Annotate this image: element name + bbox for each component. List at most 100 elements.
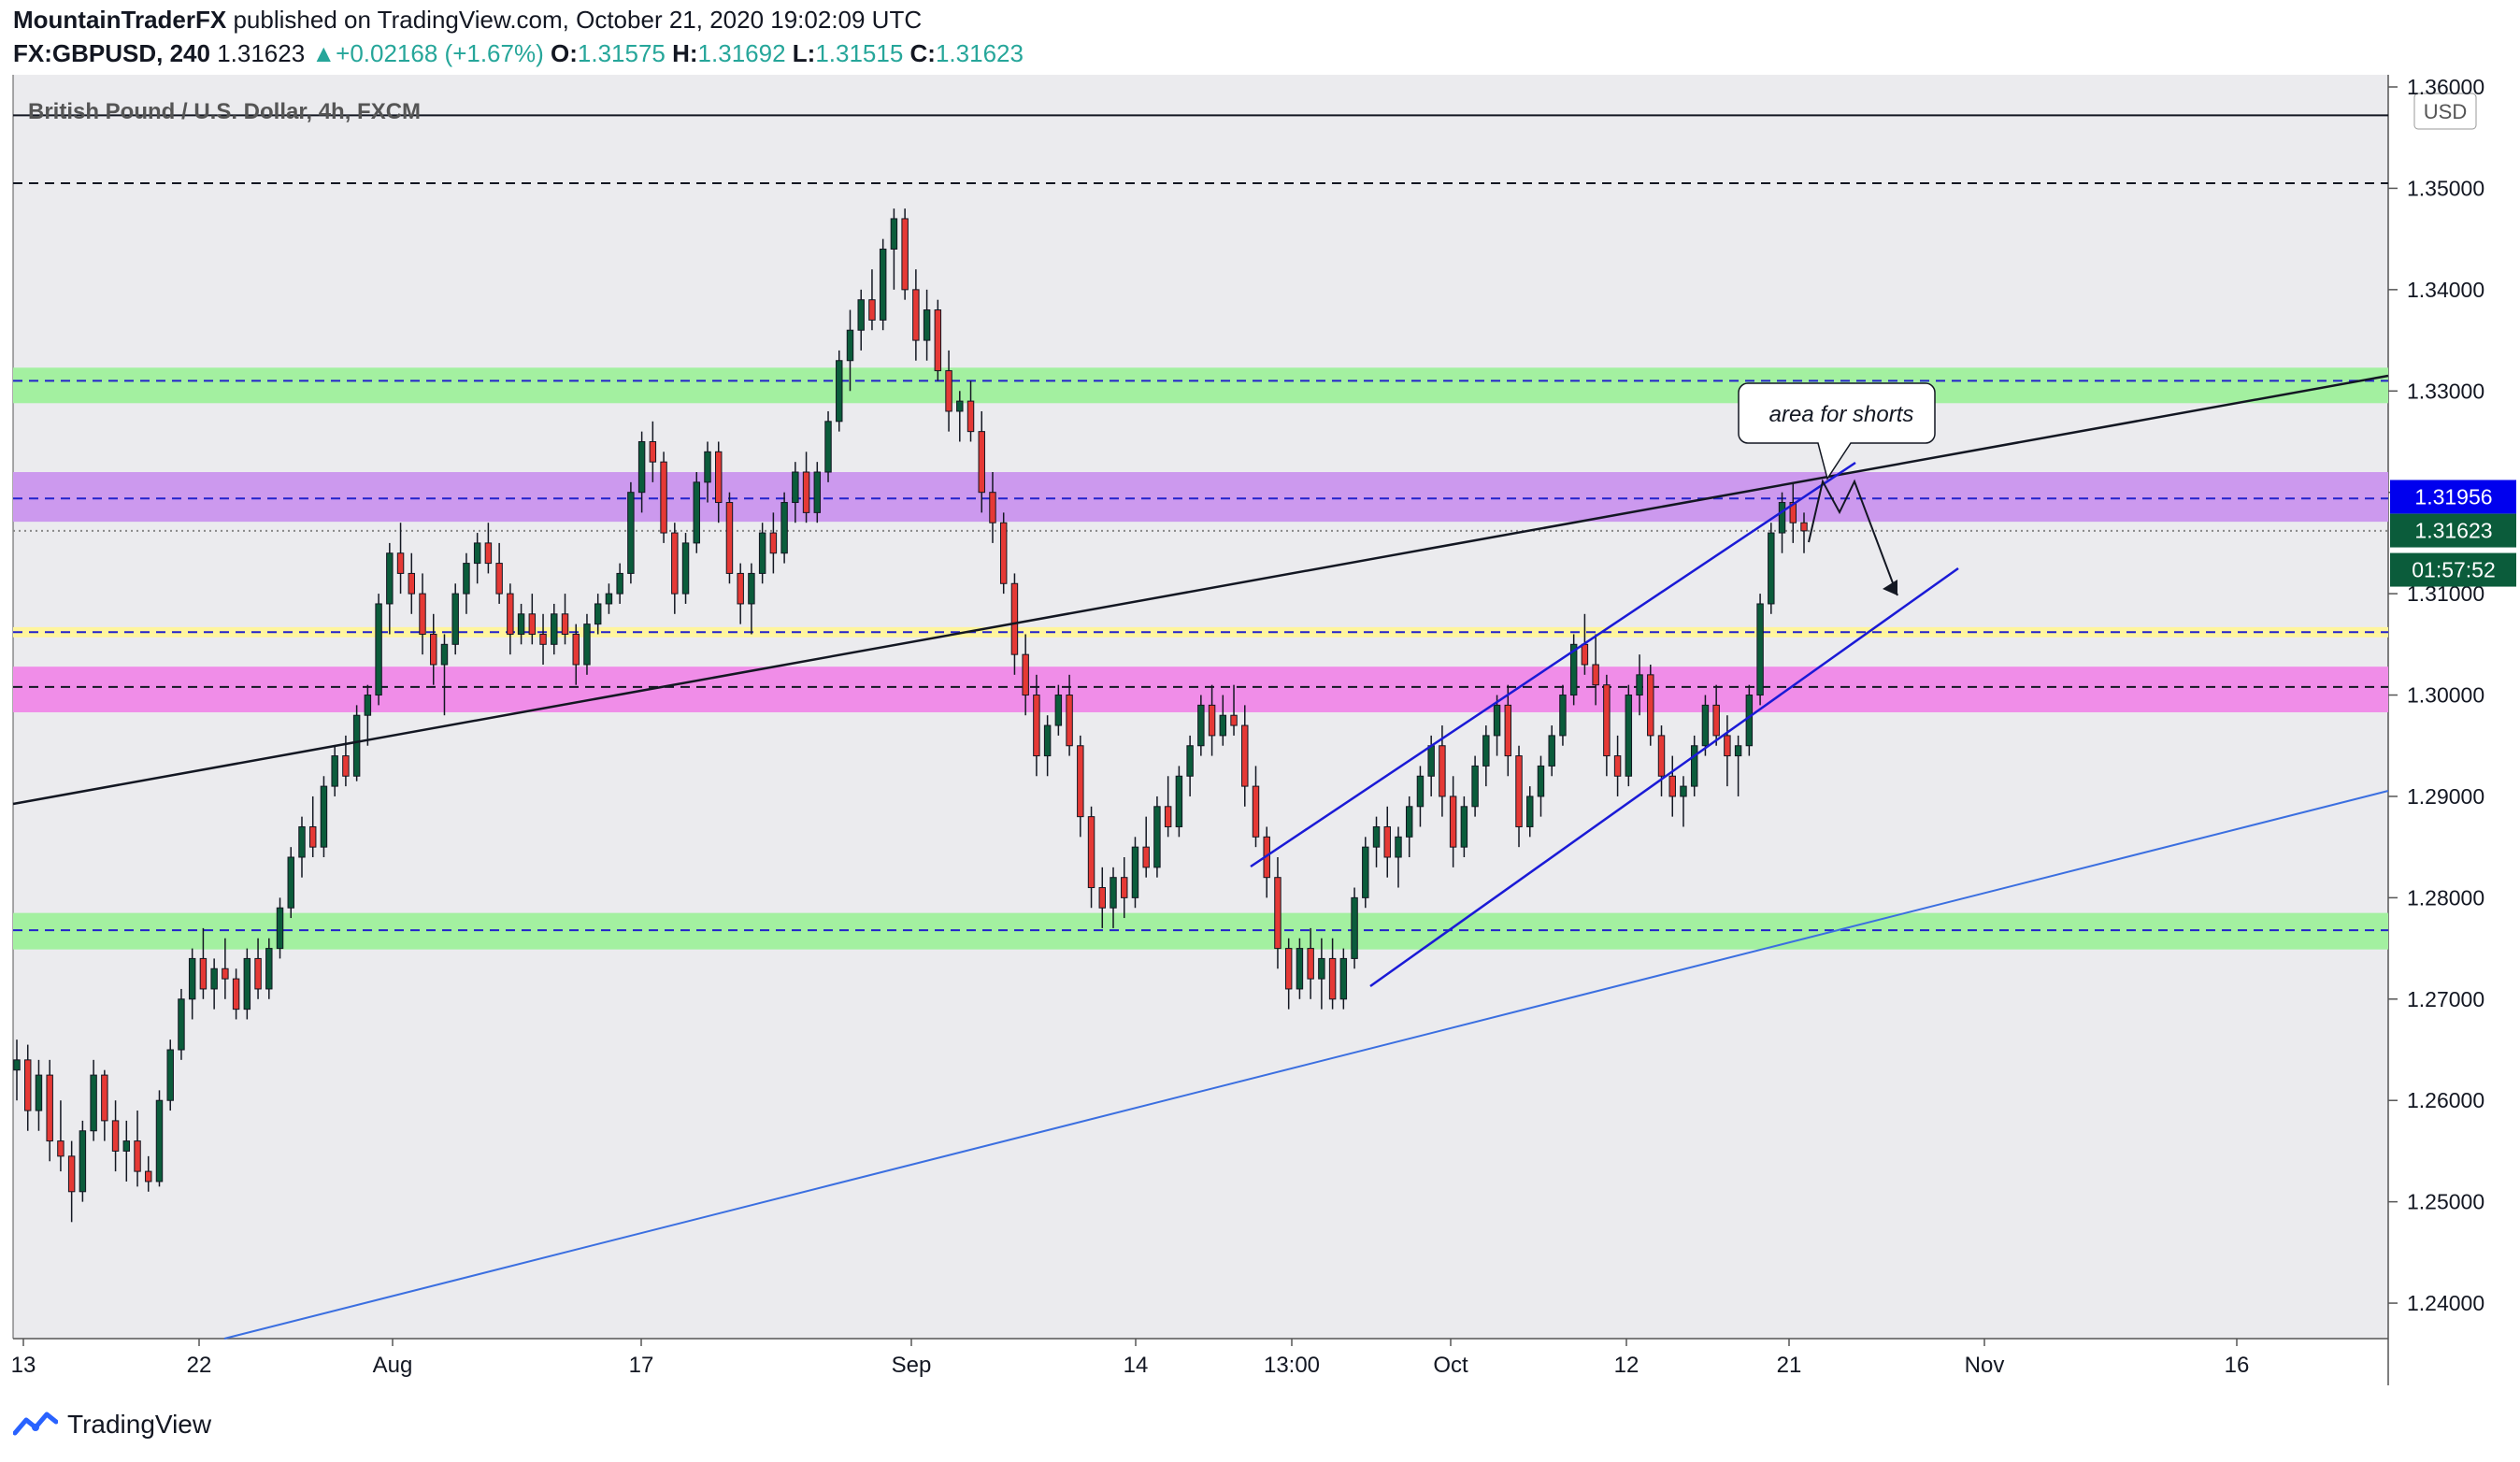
candle xyxy=(561,613,569,635)
candle xyxy=(836,360,843,423)
candle xyxy=(210,968,218,990)
candle xyxy=(660,461,667,534)
candle xyxy=(1066,695,1073,747)
x-tick-label: 16 xyxy=(2225,1353,2250,1378)
candle xyxy=(1142,846,1150,868)
candle xyxy=(1493,704,1501,737)
black-trendline xyxy=(12,374,2389,806)
last-price: 1.31623 xyxy=(217,39,306,67)
channel-lower-line xyxy=(1369,566,1959,988)
candle xyxy=(966,400,975,433)
candle xyxy=(1077,745,1084,818)
x-tick-label: 13:00 xyxy=(1264,1353,1320,1378)
price-label: 01:57:52 xyxy=(2412,558,2496,582)
candle xyxy=(342,755,350,777)
change-arrow-icon: ▲ xyxy=(311,39,336,67)
candle xyxy=(1372,825,1381,848)
candle xyxy=(1307,948,1314,980)
arrow-head-icon xyxy=(1883,580,1897,595)
candle xyxy=(879,248,887,321)
candle xyxy=(792,471,799,504)
candle xyxy=(463,563,470,595)
candle xyxy=(945,370,952,412)
candle xyxy=(430,633,437,666)
price-chart[interactable]: area for shorts British Pound / U.S. Doll… xyxy=(0,0,2520,1393)
y-tick-label: 1.26000 xyxy=(2407,1088,2484,1112)
candle xyxy=(681,542,690,595)
candle xyxy=(320,785,328,848)
change-value: +0.02168 (+1.67%) xyxy=(336,39,544,67)
candle xyxy=(1515,755,1523,827)
candle xyxy=(1033,695,1040,757)
symbol: FX:GBPUSD, 240 xyxy=(13,39,210,67)
candle xyxy=(1043,724,1052,757)
candle xyxy=(1603,684,1611,757)
x-tick-label: 14 xyxy=(1124,1353,1149,1378)
y-tick-label: 1.33000 xyxy=(2407,379,2484,403)
candle xyxy=(693,481,700,544)
tradingview-logo-icon xyxy=(13,1412,58,1436)
candle xyxy=(46,1074,53,1142)
y-tick-label: 1.30000 xyxy=(2407,683,2484,708)
y-tick-label: 1.29000 xyxy=(2407,784,2484,809)
candle xyxy=(1569,643,1578,696)
candle xyxy=(1175,775,1183,827)
price-label-box xyxy=(2390,480,2516,514)
open-value: 1.31575 xyxy=(577,39,666,67)
close-value: 1.31623 xyxy=(935,39,1024,67)
candle xyxy=(1800,522,1808,532)
candle xyxy=(769,532,778,554)
candle xyxy=(737,572,744,605)
price-label-box xyxy=(2390,513,2516,548)
chart-title: British Pound / U.S. Dollar, 4h, FXCM xyxy=(28,99,421,124)
candle xyxy=(605,593,613,605)
candle xyxy=(57,1140,64,1157)
candle xyxy=(386,552,394,605)
price-label: 1.31956 xyxy=(2414,484,2492,509)
x-tick-label: Nov xyxy=(1965,1353,2005,1378)
candle xyxy=(528,613,537,635)
close-label: C: xyxy=(909,39,936,67)
y-tick-label: 1.25000 xyxy=(2407,1190,2484,1214)
candle xyxy=(265,948,273,990)
candle xyxy=(232,978,240,1010)
candle xyxy=(671,532,679,595)
x-tick-label: Sep xyxy=(892,1353,932,1378)
candle xyxy=(1724,735,1731,757)
candle xyxy=(551,613,558,645)
x-tick-label: 21 xyxy=(1777,1353,1802,1378)
x-tick-label: 12 xyxy=(1614,1353,1639,1378)
candle xyxy=(616,572,623,595)
candle xyxy=(1121,877,1128,898)
candle xyxy=(473,542,481,565)
candle xyxy=(1504,704,1512,757)
candle xyxy=(79,1130,87,1193)
candle xyxy=(923,309,931,341)
candle xyxy=(1680,785,1687,797)
candle xyxy=(1636,674,1643,696)
candle xyxy=(199,957,208,990)
candle xyxy=(1186,745,1194,777)
author-name[interactable]: MountainTraderFX xyxy=(13,6,227,34)
candle xyxy=(748,572,755,605)
candle xyxy=(1339,957,1348,1000)
candle xyxy=(1208,704,1216,737)
candle xyxy=(331,755,338,787)
symbol-info: FX:GBPUSD, 240 1.31623 ▲+0.02168 (+1.67%… xyxy=(13,39,1024,68)
candle xyxy=(517,613,525,635)
x-tick-label: 22 xyxy=(187,1353,212,1378)
candle xyxy=(1362,846,1369,898)
candle xyxy=(780,502,788,554)
blue-long-trendline xyxy=(223,790,2389,1340)
publish-info: MountainTraderFX published on TradingVie… xyxy=(13,6,922,35)
candle xyxy=(704,451,711,483)
candle xyxy=(484,542,493,565)
candle xyxy=(857,299,865,331)
published-text: published on TradingView.com, October 21… xyxy=(226,6,923,34)
candle xyxy=(1395,836,1402,858)
projection-path xyxy=(1808,479,1898,596)
footer-brand[interactable]: TradingView xyxy=(67,1410,212,1439)
candle xyxy=(1131,846,1139,898)
candle xyxy=(1197,704,1205,747)
y-tick-label: 1.36000 xyxy=(2407,75,2484,99)
